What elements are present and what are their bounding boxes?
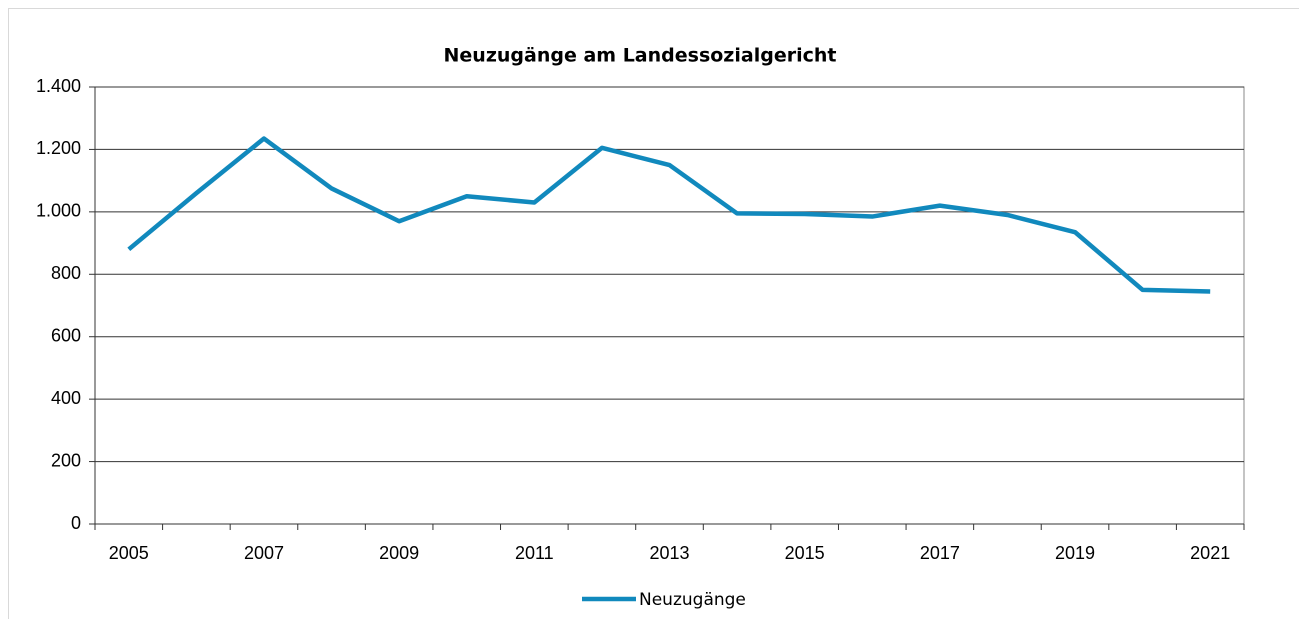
- y-tick-label: 200: [51, 450, 81, 470]
- x-tick-label: 2011: [515, 543, 554, 563]
- x-tick-label: 2005: [109, 543, 149, 563]
- legend-label: Neuzugänge: [639, 590, 746, 610]
- chart-frame: [8, 8, 1299, 619]
- y-tick-label: 800: [51, 263, 81, 283]
- y-tick-label: 600: [51, 325, 81, 345]
- x-tick-label: 2019: [1055, 543, 1095, 563]
- x-tick-label: 2015: [785, 543, 825, 563]
- x-tick-label: 2007: [244, 543, 284, 563]
- y-tick-label: 1.400: [36, 76, 81, 96]
- x-tick-label: 2009: [379, 543, 419, 563]
- plot-area: [94, 86, 1245, 525]
- x-tick-label: 2021: [1190, 543, 1230, 563]
- chart-title: Neuzugänge am Landessozialgericht: [444, 45, 837, 67]
- x-tick-label: 2017: [920, 543, 960, 563]
- y-tick-label: 400: [51, 388, 81, 408]
- data-line: [127, 136, 1211, 294]
- y-tick-label: 1.200: [36, 138, 81, 158]
- y-tick-label: 0: [71, 513, 81, 533]
- y-tick-label: 1.000: [36, 201, 81, 221]
- x-tick-label: 2013: [649, 543, 689, 563]
